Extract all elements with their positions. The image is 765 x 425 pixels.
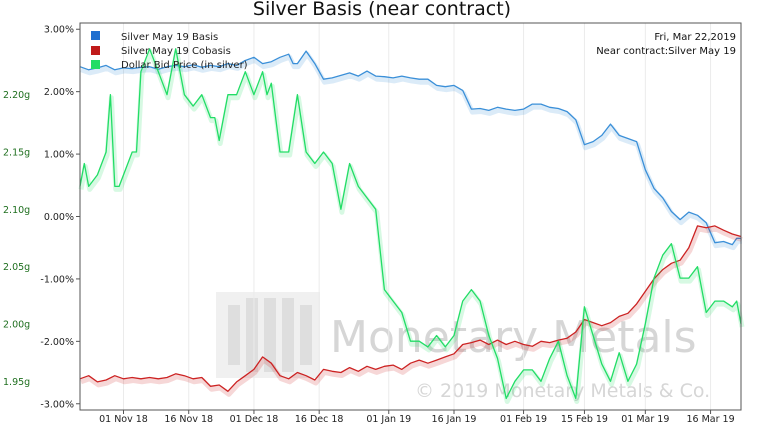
left-tick-label: -1.00% xyxy=(40,274,74,285)
left-tick-label: 1.00% xyxy=(44,150,74,161)
date-note: Fri, Mar 22,2019 xyxy=(654,32,736,43)
x-tick-label: 01 Nov 18 xyxy=(99,414,148,425)
legend: Silver May 19 Basis Silver May 19 Cobasi… xyxy=(91,31,248,71)
x-tick-label: 01 Feb 19 xyxy=(500,414,547,425)
watermark-brand: Monetary Metals xyxy=(330,312,697,363)
x-tick-label: 16 Dec 18 xyxy=(295,414,344,425)
legend-swatch-cobasis xyxy=(91,46,100,55)
left-tick-label: 0.00% xyxy=(44,212,74,223)
legend-swatch-basis xyxy=(91,31,100,40)
legend-label-cobasis: Silver May 19 Cobasis xyxy=(121,46,231,57)
legend-label-basis: Silver May 19 Basis xyxy=(121,32,218,43)
x-tick-label: 01 Jan 19 xyxy=(366,414,411,425)
left-axis: 3.00% 2.00% 1.00% 0.00% -1.00% -2.00% -3.00% xyxy=(40,25,80,410)
chart-title: Silver Basis (near contract) xyxy=(253,0,511,20)
legend-label-dollar: Dollar Bid Price (in silver) xyxy=(121,60,248,71)
left-tick-label: 3.00% xyxy=(44,25,74,36)
x-tick-label: 01 Dec 18 xyxy=(230,414,279,425)
x-tick-label: 16 Nov 18 xyxy=(164,414,213,425)
grid-lines xyxy=(122,23,712,410)
watermark-logo-icon xyxy=(216,292,320,378)
watermark: Monetary Metals © 2019 Monetary Metals &… xyxy=(216,292,710,402)
right-tick-label: 2.20g xyxy=(3,90,30,101)
right-tick-label: 2.00g xyxy=(3,320,30,331)
left-tick-label: -3.00% xyxy=(40,399,74,410)
watermark-copyright: © 2019 Monetary Metals & Co. xyxy=(415,380,710,402)
series-line-basis xyxy=(79,50,741,246)
x-tick-label: 16 Mar 19 xyxy=(686,414,734,425)
x-tick-label: 15 Feb 19 xyxy=(561,414,608,425)
right-axis: 2.20g 2.15g 2.10g 2.05g 2.00g 1.95g xyxy=(3,90,30,388)
right-tick-label: 2.05g xyxy=(3,262,30,273)
right-tick-label: 2.10g xyxy=(3,205,30,216)
left-tick-label: 2.00% xyxy=(44,87,74,98)
x-tick-label: 16 Jan 19 xyxy=(432,414,477,425)
x-tick-label: 01 Mar 19 xyxy=(621,414,669,425)
left-tick-label: -2.00% xyxy=(40,337,74,348)
series-layer xyxy=(78,48,745,404)
series-shadow-cobasis xyxy=(80,226,743,397)
x-axis: 01 Nov 18 16 Nov 18 01 Dec 18 16 Dec 18 01 J… xyxy=(99,410,735,425)
series-line-cobasis xyxy=(79,225,742,392)
right-tick-label: 2.15g xyxy=(3,148,30,159)
contract-note: Near contract:Silver May 19 xyxy=(596,46,736,57)
legend-swatch-dollar xyxy=(91,60,100,69)
series-line-dollar xyxy=(79,48,742,400)
right-tick-label: 1.95g xyxy=(3,377,30,388)
